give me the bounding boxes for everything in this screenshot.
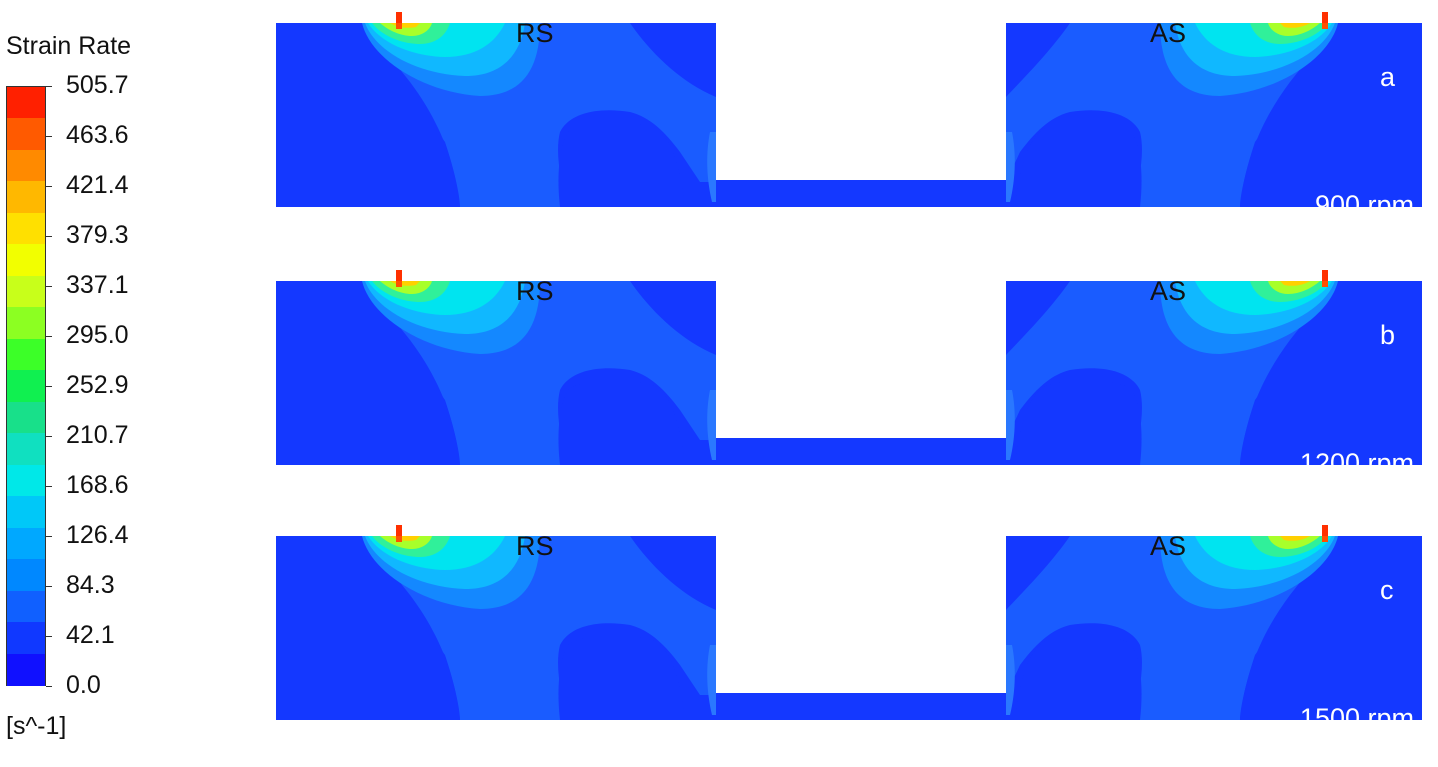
- colorbar-band: [7, 590, 45, 623]
- legend-tick-mark: [46, 536, 52, 537]
- colorbar-band: [7, 149, 45, 182]
- contour-panel-b: RS AS b 1200 rpm: [270, 270, 1430, 477]
- rotation-speed-label: 900 rpm: [1314, 190, 1414, 220]
- advancing-side-label: AS: [1150, 276, 1187, 306]
- legend-tick-label: 379.3: [66, 221, 129, 249]
- retreating-side-label: RS: [516, 18, 554, 48]
- legend-tick-label: 421.4: [66, 171, 129, 199]
- panel-letter: c: [1380, 575, 1394, 605]
- colorbar-band: [7, 496, 45, 529]
- legend-tick-mark: [46, 436, 52, 437]
- legend-tick-mark: [46, 686, 52, 687]
- legend-tick-mark: [46, 386, 52, 387]
- panel-letter: a: [1380, 62, 1396, 92]
- legend-tick-mark: [46, 286, 52, 287]
- legend-title: Strain Rate: [6, 32, 132, 60]
- legend-unit: [s^-1]: [6, 712, 67, 740]
- legend-tick-label: 295.0: [66, 321, 129, 349]
- strain-rate-legend: Strain Rate 505.7 463.6 421.4 379.3 337.1 295…: [0, 0, 200, 767]
- rotation-speed-label: 1200 rpm: [1299, 448, 1414, 478]
- legend-tick-mark: [46, 486, 52, 487]
- workpiece-domain: [270, 270, 1430, 465]
- colorbar-band: [7, 464, 45, 497]
- advancing-side-label: AS: [1150, 531, 1187, 561]
- colorbar-band: [7, 307, 45, 340]
- workpiece-domain: [270, 12, 1430, 207]
- legend-tick-label: 252.9: [66, 371, 129, 399]
- legend-tick-label: 84.3: [66, 571, 115, 599]
- colorbar-band: [7, 244, 45, 277]
- colorbar-band: [7, 622, 45, 655]
- retreating-side-label: RS: [516, 276, 554, 306]
- contour-panel-a: RS AS a 900 rpm: [270, 12, 1430, 219]
- workpiece-domain: [270, 525, 1430, 720]
- colorbar: [6, 86, 46, 686]
- colorbar-band: [7, 118, 45, 151]
- colorbar-band: [7, 559, 45, 592]
- legend-tick-label: 0.0: [66, 671, 101, 699]
- colorbar-band: [7, 370, 45, 403]
- retreating-side-label: RS: [516, 531, 554, 561]
- legend-tick-label: 505.7: [66, 71, 129, 99]
- advancing-side-label: AS: [1150, 18, 1187, 48]
- legend-tick-label: 210.7: [66, 421, 129, 449]
- legend-tick-label: 463.6: [66, 121, 129, 149]
- colorbar-band: [7, 87, 45, 120]
- legend-tick-mark: [46, 186, 52, 187]
- rotation-speed-label: 1500 rpm: [1299, 703, 1414, 733]
- legend-tick-mark: [46, 636, 52, 637]
- panel-letter: b: [1380, 320, 1396, 350]
- colorbar-band: [7, 181, 45, 214]
- contour-panel-c: RS AS c 1500 rpm: [270, 525, 1430, 732]
- legend-tick-mark: [46, 236, 52, 237]
- legend-tick-label: 168.6: [66, 471, 129, 499]
- legend-tick-label: 42.1: [66, 621, 115, 649]
- colorbar-band: [7, 401, 45, 434]
- legend-tick-mark: [46, 336, 52, 337]
- colorbar-band: [7, 275, 45, 308]
- colorbar-band: [7, 527, 45, 560]
- legend-tick-mark: [46, 136, 52, 137]
- colorbar-band: [7, 212, 45, 245]
- legend-tick-mark: [46, 86, 52, 87]
- legend-tick-mark: [46, 586, 52, 587]
- colorbar-band: [7, 338, 45, 371]
- legend-tick-label: 337.1: [66, 271, 129, 299]
- colorbar-band: [7, 433, 45, 466]
- legend-tick-label: 126.4: [66, 521, 129, 549]
- colorbar-band: [7, 653, 45, 686]
